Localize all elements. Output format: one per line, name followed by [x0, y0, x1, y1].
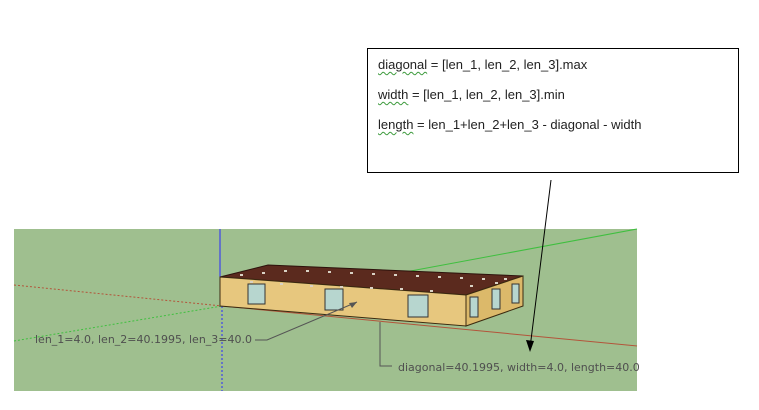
window — [324, 288, 344, 311]
len-label-leader — [255, 301, 358, 341]
red-axis-solid — [221, 305, 638, 347]
window — [247, 283, 266, 305]
window — [511, 283, 520, 304]
result-values-label: diagonal=40.1995, width=4.0, length=40.0 — [398, 361, 640, 374]
expression-length: = len_1+len_2+len_3 - diagonal - width — [413, 117, 642, 132]
code-line-diagonal: diagonal = [len_1, len_2, len_3].max — [378, 57, 728, 73]
code-line-width: width = [len_1, len_2, len_3].min — [378, 87, 728, 103]
expression-diagonal: = [len_1, len_2, len_3].max — [427, 57, 588, 72]
window — [469, 296, 479, 318]
result-label-leader — [379, 322, 392, 367]
annotation-textbox[interactable]: diagonal = [len_1, len_2, len_3].max wid… — [367, 48, 739, 173]
window — [491, 288, 501, 310]
keyword-length: length — [378, 117, 414, 132]
roof-skylights — [240, 270, 507, 292]
red-axis-dotted — [13, 284, 223, 307]
callout-arrowhead — [526, 340, 534, 352]
len-label-arrowhead — [349, 302, 357, 308]
callout-arrow-line — [529, 179, 552, 349]
green-axis-dotted — [13, 305, 223, 342]
keyword-width: width — [378, 87, 409, 102]
code-line-length: length = len_1+len_2+len_3 - diagonal - … — [378, 117, 728, 133]
keyword-diagonal: diagonal — [378, 57, 428, 72]
window — [407, 294, 429, 318]
len-values-label: len_1=4.0, len_2=40.1995, len_3=40.0 — [35, 333, 252, 346]
expression-width: = [len_1, len_2, len_3].min — [408, 87, 565, 102]
